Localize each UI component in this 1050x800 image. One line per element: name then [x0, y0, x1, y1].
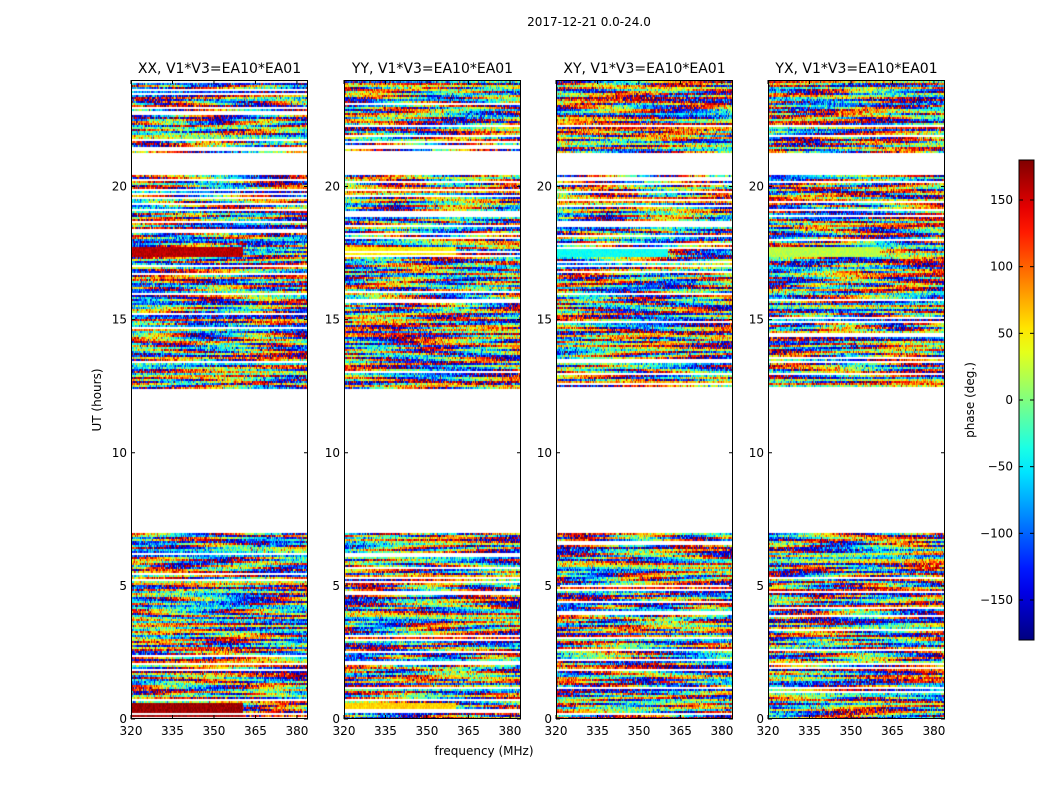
x-tick-label: 380 — [710, 724, 733, 738]
y-tick-label: 15 — [112, 313, 127, 327]
colorbar-tick-label: 150 — [990, 193, 1013, 207]
phase-heatmap — [131, 80, 308, 719]
colorbar-label: phase (deg.) — [963, 362, 977, 438]
phase-heatmap — [768, 80, 945, 719]
colorbar-tick-label: −100 — [980, 526, 1013, 540]
panel-3: XY, V1*V3=EA10*EA01 320 335 350 365 380 0 5 10 15… — [537, 61, 734, 738]
y-tick-label: 0 — [119, 712, 127, 726]
panel-4: YX, V1*V3=EA10*EA01 320 335 350 365 380 0 5 10 15… — [749, 61, 946, 738]
y-tick-label: 20 — [749, 180, 764, 194]
colorbar-tick-label: −150 — [980, 593, 1013, 607]
x-tick-label: 320 — [333, 724, 356, 738]
x-tick-label: 350 — [628, 724, 651, 738]
x-tick-label: 380 — [922, 724, 945, 738]
colorbar-tick-label: 50 — [998, 326, 1013, 340]
y-tick-label: 5 — [119, 579, 127, 593]
y-tick-label: 15 — [749, 313, 764, 327]
y-tick-label: 20 — [325, 180, 340, 194]
x-tick-label: 380 — [285, 724, 308, 738]
y-tick-label: 20 — [112, 180, 127, 194]
y-tick-label: 10 — [325, 446, 340, 460]
phase-heatmap — [556, 80, 733, 719]
y-axis-label: UT (hours) — [90, 368, 104, 431]
y-tick-label: 10 — [749, 446, 764, 460]
axes-frame — [344, 80, 521, 719]
x-tick-label: 335 — [374, 724, 397, 738]
x-tick-label: 335 — [798, 724, 821, 738]
y-tick-label: 20 — [537, 180, 552, 194]
x-tick-label: 335 — [161, 724, 184, 738]
colorbar: 150 100 50 0 −50 −100 −150 — [980, 159, 1035, 641]
colorbar-tick-label: 0 — [1005, 393, 1013, 407]
x-tick-label: 320 — [545, 724, 568, 738]
panel-title: XY, V1*V3=EA10*EA01 — [563, 61, 725, 77]
x-tick-label: 365 — [669, 724, 692, 738]
axes-frame — [556, 80, 733, 719]
y-tick-label: 0 — [756, 712, 764, 726]
x-tick-label: 335 — [586, 724, 609, 738]
x-tick-label: 365 — [244, 724, 267, 738]
colorbar-tick-label: 100 — [990, 260, 1013, 274]
panel-title: XX, V1*V3=EA10*EA01 — [138, 61, 301, 77]
x-tick-label: 350 — [203, 724, 226, 738]
x-tick-label: 365 — [881, 724, 904, 738]
figure-title: 2017-12-21 0.0-24.0 — [527, 15, 651, 29]
panel-1: XX, V1*V3=EA10*EA01 320 335 350 365 380 0 5 10 15… — [112, 61, 309, 738]
x-tick-label: 365 — [457, 724, 480, 738]
y-tick-label: 15 — [537, 313, 552, 327]
x-tick-label: 320 — [757, 724, 780, 738]
x-axis-label: frequency (MHz) — [434, 744, 533, 758]
y-tick-label: 10 — [112, 446, 127, 460]
panel-2: YY, V1*V3=EA10*EA01 320 335 350 365 380 0 5 10 15… — [325, 61, 522, 738]
panel-title: YY, V1*V3=EA10*EA01 — [351, 61, 513, 77]
y-tick-label: 15 — [325, 313, 340, 327]
y-tick-label: 5 — [544, 579, 552, 593]
x-tick-label: 350 — [840, 724, 863, 738]
y-tick-label: 10 — [537, 446, 552, 460]
panels: XX, V1*V3=EA10*EA01 320 335 350 365 380 0 5 10 15… — [112, 61, 946, 738]
axes-frame — [768, 80, 945, 719]
phase-heatmap — [344, 80, 521, 719]
axes-frame — [131, 80, 308, 719]
y-tick-label: 0 — [544, 712, 552, 726]
x-tick-label: 380 — [498, 724, 521, 738]
x-tick-label: 350 — [416, 724, 439, 738]
x-tick-label: 320 — [120, 724, 143, 738]
colorbar-tick-label: −50 — [988, 460, 1013, 474]
y-tick-label: 0 — [332, 712, 340, 726]
panel-title: YX, V1*V3=EA10*EA01 — [774, 61, 937, 77]
y-tick-label: 5 — [756, 579, 764, 593]
y-tick-label: 5 — [332, 579, 340, 593]
